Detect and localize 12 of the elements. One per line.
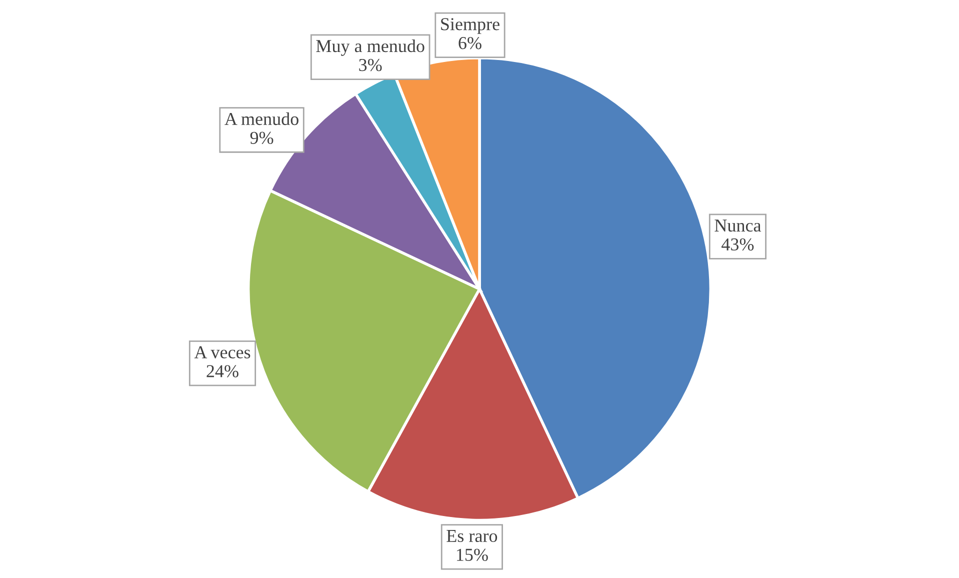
slice-label: Siempre [441, 18, 500, 34]
slice-label: A menudo [224, 112, 298, 126]
slice-label: A veces [194, 346, 250, 358]
data-label: 43% [722, 238, 754, 251]
slice-label: Nunca [714, 220, 762, 232]
slice-label: Es raro [446, 530, 498, 542]
data-label: 24% [206, 365, 238, 378]
data-label: 9% [250, 132, 274, 144]
data-label: 15% [456, 548, 488, 561]
data-label: 3% [359, 58, 382, 72]
data-label: 6% [458, 36, 482, 50]
slice-label: Muy a menudo [316, 39, 424, 56]
